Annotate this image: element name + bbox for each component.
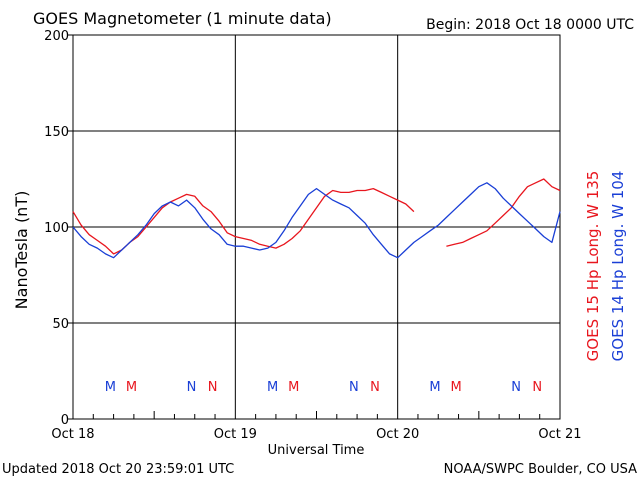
goes15-line [446,178,561,247]
legend-goes14: GOES 14 Hp Long. W 104 [609,171,627,362]
noon-marker: N [187,380,197,395]
noon-marker: N [370,380,380,395]
data-source: NOAA/SWPC Boulder, CO USA [444,462,637,477]
midnight-marker: M [288,380,299,395]
updated-timestamp: Updated 2018 Oct 20 23:59:01 UTC [2,462,234,477]
y-tick-label: 200 [44,29,69,44]
noon-marker: N [511,380,521,395]
begin-time: Begin: 2018 Oct 18 0000 UTC [426,17,634,33]
midnight-marker: M [450,380,461,395]
noon-marker: N [532,380,542,395]
midnight-marker: M [105,380,116,395]
x-tick-label: Oct 21 [538,427,581,442]
y-axis-label: NanoTesla (nT) [12,191,31,310]
noon-marker: N [208,380,218,395]
y-tick-label: 100 [44,221,69,236]
axis-labels: 0 50 100 150 200 Oct 18 Oct 19 Oct 20 Oct 21 [44,29,581,442]
y-tick-label: 0 [61,413,69,428]
x-tick-label: Oct 19 [214,427,257,442]
midnight-marker: M [126,380,137,395]
grid [67,34,561,420]
x-tick-label: Oct 20 [376,427,419,442]
series-lines [72,178,561,259]
noon-marker: N [349,380,359,395]
x-axis-label: Universal Time [268,443,365,458]
chart-title: GOES Magnetometer (1 minute data) [33,9,332,28]
y-tick-label: 150 [44,125,69,140]
y-tick-label: 50 [52,317,69,332]
midnight-marker: M [429,380,440,395]
midnight-marker: M [267,380,278,395]
legend-goes15: GOES 15 Hp Long. W 135 [584,171,602,362]
goes14-line [72,182,561,259]
x-tick-label: Oct 18 [51,427,94,442]
